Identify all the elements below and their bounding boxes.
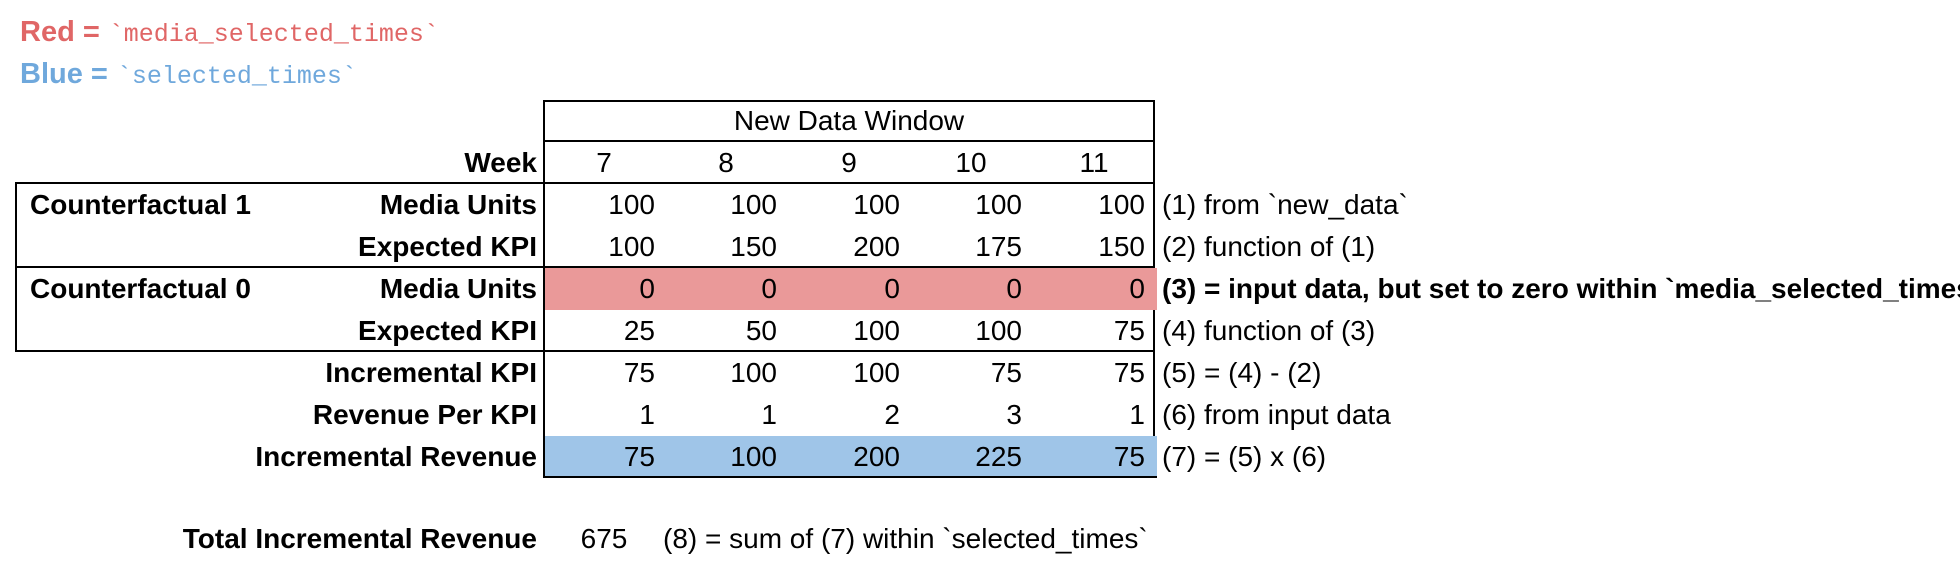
legend-red-code: `media_selected_times` — [108, 20, 439, 49]
data-cell: 100 — [730, 357, 777, 388]
data-cell: 3 — [1006, 399, 1022, 430]
data-cell: 100 — [608, 231, 655, 262]
row-note: (5) = (4) - (2) — [1162, 357, 1322, 388]
section-label: Counterfactual 1 — [30, 189, 251, 220]
data-cell: 0 — [639, 273, 655, 304]
total-value: 675 — [580, 523, 628, 554]
data-cell: 100 — [853, 315, 900, 346]
row-note: (7) = (5) x (6) — [1162, 441, 1327, 472]
row-label: Incremental KPI — [325, 357, 537, 388]
row-label: Revenue Per KPI — [312, 399, 537, 430]
row-note: (3) = input data, but set to zero within… — [1162, 273, 1960, 304]
row-note: (1) from `new_data` — [1162, 189, 1408, 220]
table-header: New Data Window — [733, 105, 965, 136]
data-cell: 0 — [884, 273, 900, 304]
legend-blue-label: Blue = — [20, 58, 108, 90]
data-cell: 175 — [975, 231, 1022, 262]
week-cell: 9 — [841, 147, 857, 178]
label-box-left-border — [15, 182, 17, 352]
week-cell: 8 — [718, 147, 734, 178]
section-label: Counterfactual 0 — [30, 273, 251, 304]
table-border-below-header — [543, 140, 1155, 142]
data-cell: 100 — [608, 189, 655, 220]
data-cell: 75 — [990, 357, 1022, 388]
data-cell: 100 — [853, 357, 900, 388]
table-border-cf-divider — [15, 266, 1155, 268]
row-label: Media Units — [379, 273, 537, 304]
row-note: (4) function of (3) — [1162, 315, 1376, 346]
total-note: (8) = sum of (7) within `selected_times` — [663, 523, 1148, 554]
data-cell: 100 — [730, 189, 777, 220]
row-label: Expected KPI — [358, 315, 537, 346]
legend-blue-code: `selected_times` — [116, 62, 357, 91]
legend-red-label: Red = — [20, 16, 100, 48]
table-border-below-week — [15, 182, 1155, 184]
table-border-left — [543, 100, 545, 478]
legend-blue: Blue = `selected_times` — [20, 56, 357, 92]
data-cell: 100 — [975, 189, 1022, 220]
data-cell: 0 — [1129, 273, 1145, 304]
total-label: Total Incremental Revenue — [182, 523, 537, 554]
table-border-bottom — [543, 476, 1157, 478]
data-cell: 200 — [853, 441, 900, 472]
data-cell: 100 — [853, 189, 900, 220]
data-cell: 200 — [853, 231, 900, 262]
table-border-top — [543, 100, 1155, 102]
week-cell: 10 — [955, 147, 987, 178]
data-cell: 75 — [1113, 315, 1145, 346]
week-cell: 7 — [596, 147, 612, 178]
row-label: Media Units — [379, 189, 537, 220]
data-cell: 1 — [639, 399, 655, 430]
data-cell: 75 — [623, 357, 655, 388]
data-cell: 2 — [884, 399, 900, 430]
week-label: Week — [464, 147, 537, 178]
data-cell: 150 — [1098, 231, 1145, 262]
row-label: Incremental Revenue — [255, 441, 537, 472]
data-cell: 50 — [745, 315, 777, 346]
highlight-blue-band — [545, 436, 1157, 476]
data-cell: 75 — [623, 441, 655, 472]
highlight-red-band — [545, 268, 1157, 310]
data-cell: 100 — [730, 441, 777, 472]
data-cell: 0 — [761, 273, 777, 304]
data-cell: 1 — [1129, 399, 1145, 430]
row-label: Expected KPI — [358, 231, 537, 262]
data-cell: 100 — [975, 315, 1022, 346]
legend-red: Red = `media_selected_times` — [20, 14, 439, 50]
data-cell: 75 — [1113, 357, 1145, 388]
table-border-below-cf0 — [15, 350, 1155, 352]
data-cell: 25 — [623, 315, 655, 346]
week-cell: 11 — [1079, 147, 1109, 178]
row-note: (2) function of (1) — [1162, 231, 1376, 262]
data-cell: 100 — [1098, 189, 1145, 220]
data-cell: 225 — [975, 441, 1022, 472]
data-cell: 1 — [761, 399, 777, 430]
data-cell: 150 — [730, 231, 777, 262]
data-cell: 0 — [1006, 273, 1022, 304]
row-note: (6) from input data — [1162, 399, 1391, 430]
data-cell: 75 — [1113, 441, 1145, 472]
